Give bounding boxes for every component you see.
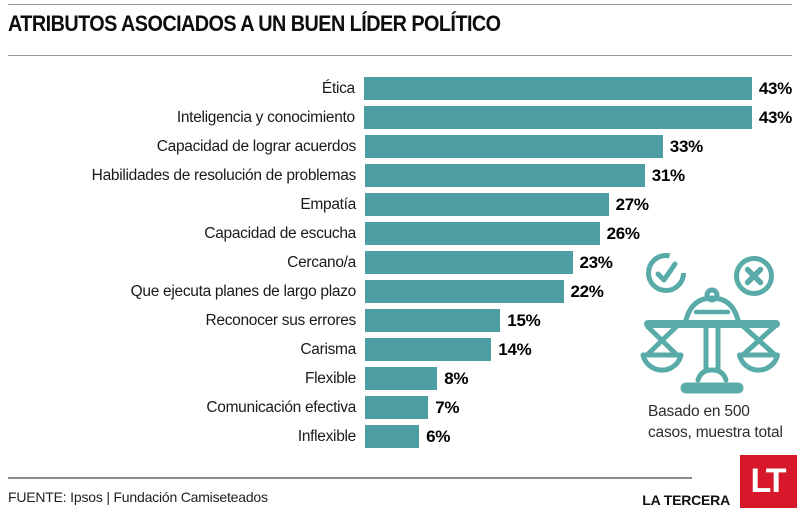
bar-row: Habilidades de resolución de problemas 31…	[8, 164, 792, 187]
bar	[363, 106, 752, 129]
check-circle-icon	[646, 253, 686, 293]
bar-row: Carisma 14%	[8, 338, 792, 361]
category-label: Ética	[321, 80, 355, 97]
category-label: Comunicación efectiva	[206, 399, 356, 416]
balance-scale-icon	[640, 287, 780, 394]
top-rule	[8, 4, 792, 5]
value-label: 31%	[651, 166, 685, 185]
bar	[365, 280, 564, 303]
bar-area: 43%	[363, 77, 792, 100]
value-label: 43%	[758, 108, 792, 127]
brand-name: LA TERCERA	[642, 492, 730, 508]
bar-row: Cercano/a 23%	[8, 251, 792, 274]
bar	[365, 338, 492, 361]
value-label: 43%	[758, 79, 792, 98]
bar-row: Flexible 8%	[8, 367, 792, 390]
bar-row: Inteligencia y conocimiento 43%	[8, 106, 792, 129]
bar-row: Capacidad de lograr acuerdos 33%	[8, 135, 792, 158]
scale-illustration	[640, 248, 800, 400]
bar	[365, 164, 645, 187]
value-label: 22%	[570, 282, 604, 301]
category-label: Reconocer sus errores	[205, 312, 357, 329]
value-label: 26%	[606, 224, 640, 243]
value-label: 6%	[426, 427, 451, 446]
bar	[365, 251, 573, 274]
x-circle-icon	[734, 256, 774, 296]
bar-row: Inflexible 6%	[8, 425, 792, 448]
bar-chart: Ética 43% Inteligencia y conocimiento 43% Ca…	[8, 77, 792, 454]
title-rule	[8, 55, 792, 56]
bar-row: Capacidad de escucha 26%	[8, 222, 792, 245]
bar-row: Comunicación efectiva 7%	[8, 396, 792, 419]
bar-area: 22%	[365, 280, 604, 303]
bar-area: 7%	[365, 396, 459, 419]
bar	[363, 77, 752, 100]
balance-illustration-svg	[640, 253, 780, 394]
bar-row: Que ejecuta planes de largo plazo 22%	[8, 280, 792, 303]
bar-area: 27%	[365, 193, 649, 216]
chart-title: ATRIBUTOS ASOCIADOS A UN BUEN LÍDER POLÍ…	[8, 11, 501, 36]
bar	[365, 193, 609, 216]
bar-row: Empatía 27%	[8, 193, 792, 216]
bar	[365, 396, 429, 419]
sample-note: Basado en 500 casos, muestra total	[648, 401, 783, 443]
category-label: Inflexible	[297, 428, 356, 445]
bar	[365, 367, 438, 390]
value-label: 15%	[507, 311, 541, 330]
category-label: Que ejecuta planes de largo plazo	[130, 283, 357, 300]
bar-area: 26%	[365, 222, 640, 245]
sample-note-line1: Basado en 500	[648, 403, 750, 420]
value-label: 8%	[444, 369, 469, 388]
bar	[365, 309, 501, 332]
bar-row: Ética 43%	[8, 77, 792, 100]
category-label: Inteligencia y conocimiento	[176, 109, 355, 126]
bar-area: 8%	[365, 367, 468, 390]
value-label: 7%	[435, 398, 460, 417]
bar-area: 14%	[365, 338, 532, 361]
lt-logo-text: LT	[750, 462, 786, 500]
bar	[365, 135, 663, 158]
value-label: 14%	[498, 340, 532, 359]
bar-area: 33%	[365, 135, 703, 158]
category-label: Flexible	[304, 370, 356, 387]
source-text: FUENTE: Ipsos | Fundación Camiseteados	[8, 489, 268, 505]
category-label: Capacidad de lograr acuerdos	[156, 138, 357, 155]
category-label: Cercano/a	[287, 254, 356, 271]
bar	[365, 222, 600, 245]
value-label: 23%	[579, 253, 613, 272]
bar-area: 15%	[365, 309, 541, 332]
category-label: Capacidad de escucha	[204, 225, 356, 242]
value-label: 33%	[669, 137, 703, 156]
value-label: 27%	[615, 195, 649, 214]
footer-rule	[8, 477, 692, 479]
bar-area: 43%	[363, 106, 792, 129]
bar-area: 6%	[365, 425, 450, 448]
category-label: Carisma	[300, 341, 356, 358]
lt-logo: LT	[740, 455, 797, 508]
bar-area: 31%	[365, 164, 685, 187]
category-label: Habilidades de resolución de problemas	[91, 167, 357, 184]
bar-row: Reconocer sus errores 15%	[8, 309, 792, 332]
category-label: Empatía	[300, 196, 356, 213]
bar-area: 23%	[365, 251, 613, 274]
sample-note-line2: casos, muestra total	[648, 424, 783, 441]
bar	[365, 425, 420, 448]
